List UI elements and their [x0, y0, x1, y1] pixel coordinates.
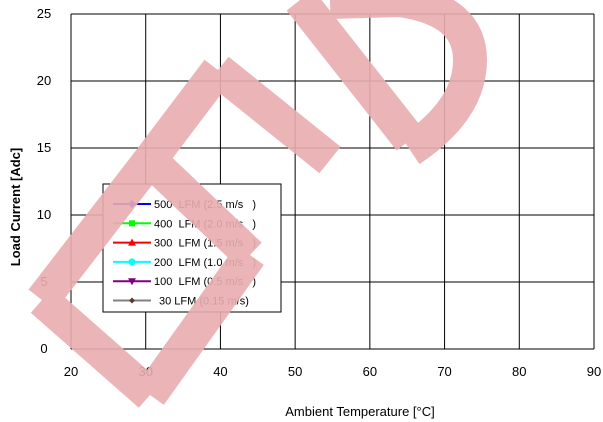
x-tick-label: 70: [437, 364, 451, 379]
x-tick-label: 40: [213, 364, 227, 379]
y-tick-label: 10: [37, 207, 51, 222]
legend-marker: [128, 278, 136, 286]
y-tick-label: 25: [37, 6, 51, 21]
watermark-stroke-3: [138, 147, 262, 268]
watermark-void: [28, 0, 488, 408]
x-tick-label: 90: [587, 364, 601, 379]
x-tick-label: 60: [363, 364, 377, 379]
legend-marker: [128, 238, 136, 246]
watermark-stroke-5: [207, 56, 341, 174]
legend-marker: [128, 258, 136, 266]
watermark-stroke-8: [329, 0, 488, 165]
y-tick-label: 15: [37, 140, 51, 155]
watermark-stroke-7: [286, 0, 424, 151]
x-tick-label: 50: [288, 364, 302, 379]
x-tick-label: 80: [512, 364, 526, 379]
y-tick-label: 20: [37, 73, 51, 88]
legend-marker: [129, 297, 135, 304]
watermark-stroke-1: [30, 287, 162, 408]
watermark-stroke-6: [136, 59, 232, 171]
x-axis-label: Ambient Temperature [°C]: [285, 404, 434, 419]
x-tick-label: 20: [64, 364, 78, 379]
y-tick-label: 0: [40, 341, 47, 356]
y-axis-label: Load Current [Adc]: [8, 148, 23, 266]
legend-marker: [129, 220, 135, 227]
watermark-stroke-4: [136, 245, 264, 405]
watermark-stroke-2: [28, 149, 164, 311]
